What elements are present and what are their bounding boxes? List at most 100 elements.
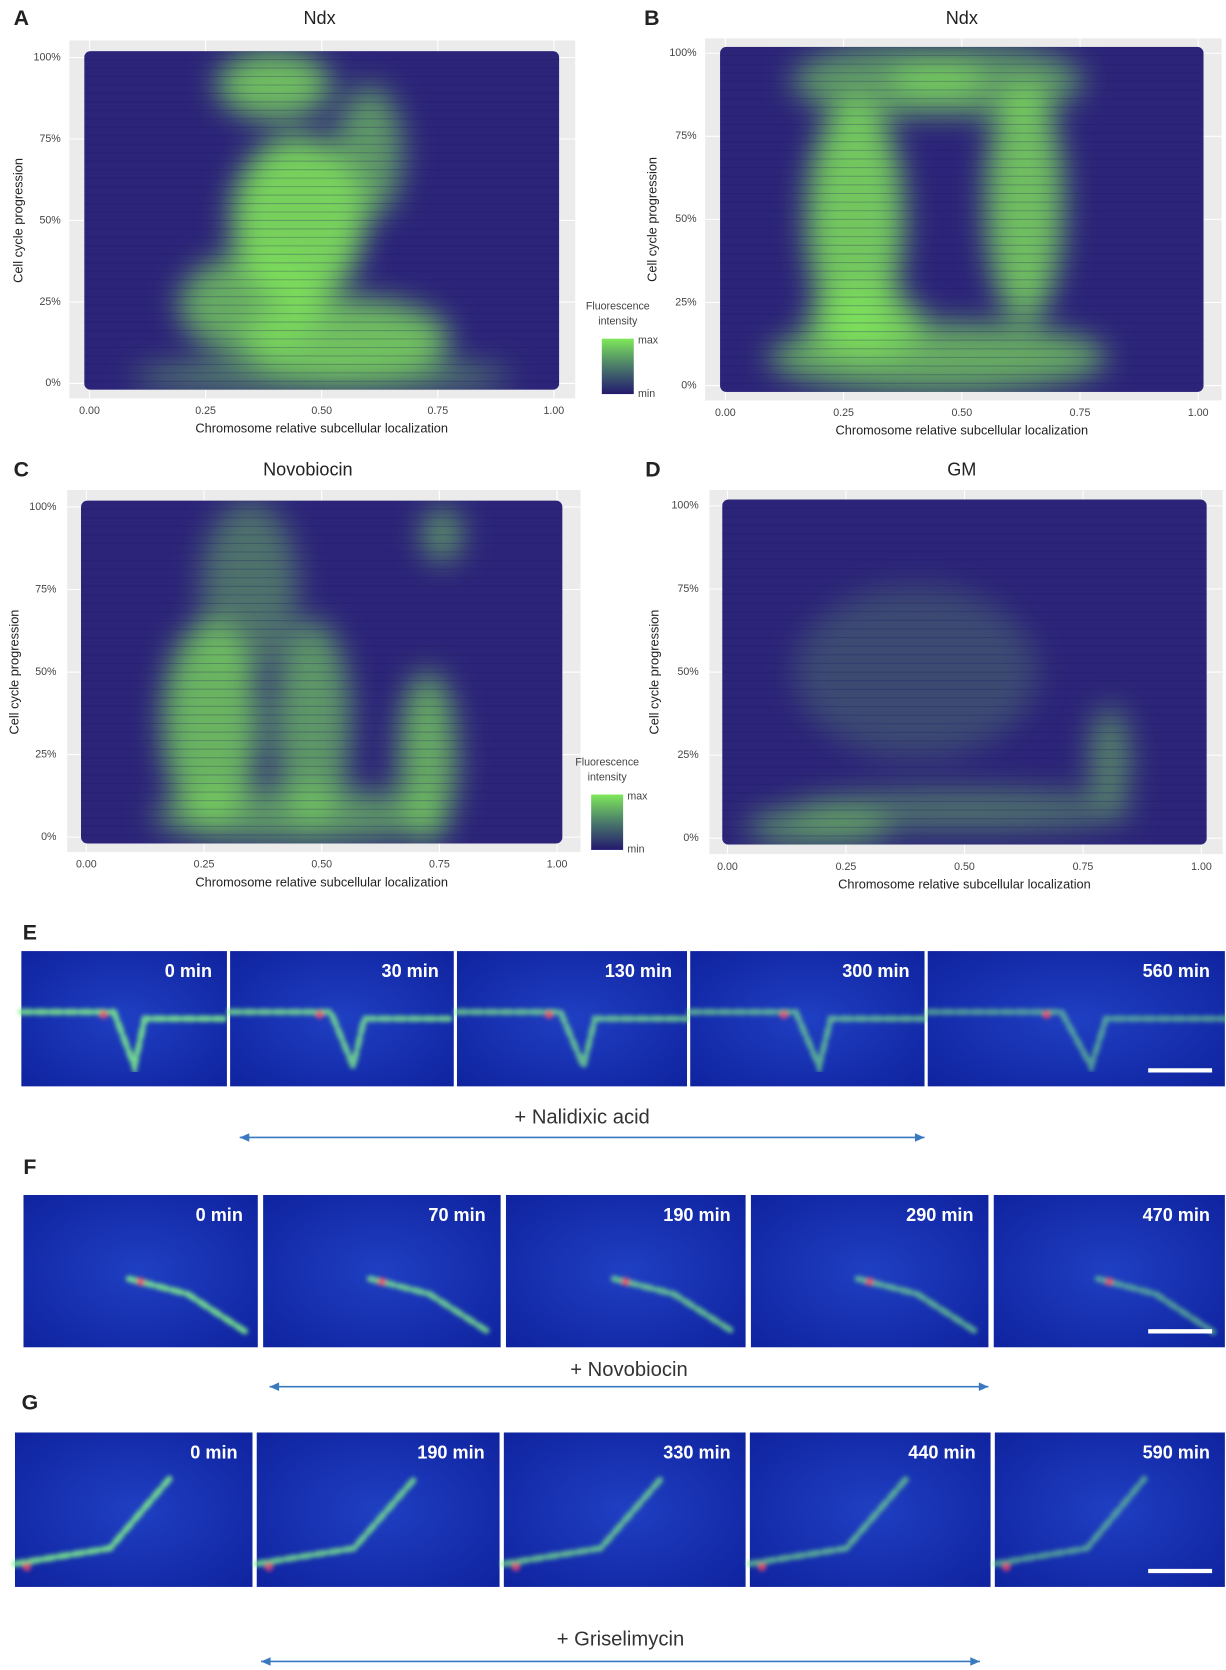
heatmap-glow: [746, 585, 1135, 845]
y-tick-label: 100%: [34, 51, 62, 63]
cell-chain: [11, 1475, 173, 1572]
chart-title: Ndx: [303, 8, 335, 28]
cell-chain: [366, 1275, 492, 1336]
micrograph: [505, 1194, 746, 1348]
time-label: 0 min: [165, 961, 212, 981]
x-axis-label: Chromosome relative subcellular localiza…: [195, 874, 448, 889]
heatmap-panel: 0.00 0.25 0.50 0.75 1.00 0% 25% 50% 75% 100% Chrom…: [11, 6, 659, 436]
legend-min: min: [638, 388, 655, 400]
red-focus: [621, 1277, 631, 1287]
y-tick-label: 50%: [39, 214, 61, 226]
red-focus: [511, 1562, 521, 1572]
cell: [854, 1275, 980, 1336]
cell: [746, 1475, 910, 1567]
red-focus: [264, 1562, 274, 1572]
x-tick-label: 0.00: [76, 859, 97, 871]
heatmap-panel: 0.00 0.25 0.50 0.75 1.00 0% 25% 50% 75% 100% Chrom…: [644, 6, 1222, 438]
intensity-blob: [162, 620, 260, 827]
cell-chain: [1094, 1275, 1217, 1336]
x-axis-label: Chromosome relative subcellular localiza…: [836, 423, 1089, 438]
red-focus: [136, 1277, 145, 1287]
micrograph-row: F 0 min 70 min 190 min 290 min 470 min + Novob…: [23, 1155, 1225, 1391]
time-label: 330 min: [663, 1443, 730, 1463]
x-tick-label: 1.00: [1191, 861, 1212, 873]
x-axis-label: Chromosome relative subcellular localiza…: [195, 421, 448, 436]
x-tick-label: 0.25: [833, 407, 854, 419]
x-tick-label: 0.75: [427, 405, 448, 417]
intensity-blob: [807, 98, 904, 341]
heatmap: [84, 51, 560, 390]
micrograph-row: E 0 min 30 min 130 min 300 min 560 min + Nalid…: [18, 921, 1226, 1142]
chart-title: GM: [947, 460, 976, 480]
panel-letter: G: [22, 1390, 39, 1414]
intensity-blob: [794, 585, 1038, 759]
x-tick-label: 0.00: [717, 861, 738, 873]
intensity-blob: [179, 254, 322, 356]
intensity-blob: [201, 500, 298, 673]
time-label: 30 min: [382, 961, 439, 981]
x-tick-label: 0.25: [836, 861, 857, 873]
time-label: 130 min: [605, 961, 672, 981]
micrograph: [23, 1194, 258, 1348]
x-tick-label: 1.00: [1188, 407, 1209, 419]
y-axis-label: Cell cycle progression: [6, 610, 21, 735]
cell: [500, 1475, 665, 1567]
y-tick-label: 25%: [39, 296, 61, 308]
y-tick-label: 0%: [45, 377, 61, 389]
intensity-blob: [889, 46, 1083, 116]
y-tick-label: 100%: [29, 501, 57, 513]
cell: [226, 1008, 457, 1077]
legend-title: intensity: [598, 315, 638, 327]
time-label: 190 min: [663, 1205, 730, 1225]
red-focus: [1105, 1277, 1114, 1287]
cell: [991, 1475, 1148, 1567]
intensity-blob: [422, 507, 462, 563]
time-label: 590 min: [1143, 1443, 1210, 1463]
micrograph: [750, 1194, 989, 1348]
panel-letter: C: [14, 457, 29, 481]
micrograph: [503, 1432, 746, 1587]
red-focus: [779, 1010, 789, 1019]
panel-letter: F: [23, 1155, 36, 1179]
red-focus: [1002, 1562, 1011, 1572]
cell: [18, 1008, 231, 1078]
cell-chain: [687, 1008, 928, 1077]
heatmap-panel: 0.00 0.25 0.50 0.75 1.00 0% 25% 50% 75% 100% Chrom…: [6, 457, 648, 889]
x-tick-label: 0.25: [195, 405, 216, 417]
panel-letter: B: [644, 6, 659, 30]
micrograph: [14, 1432, 253, 1587]
cell: [610, 1275, 737, 1336]
intensity-blob: [153, 788, 443, 844]
heatmap-glow: [131, 51, 512, 390]
chart-title: Ndx: [946, 8, 978, 28]
y-tick-label: 50%: [675, 213, 697, 225]
legend-max: max: [627, 790, 648, 802]
colorbar: [601, 338, 634, 395]
red-focus: [99, 1010, 108, 1019]
x-tick-label: 0.25: [194, 859, 215, 871]
panel-letter: D: [645, 457, 660, 481]
red-focus: [22, 1562, 32, 1572]
cell-chain: [991, 1475, 1148, 1572]
intensity-blob: [217, 51, 332, 119]
heatmap: [81, 500, 563, 844]
chart-title: Novobiocin: [263, 460, 353, 480]
y-tick-label: 75%: [677, 583, 699, 595]
legend-min: min: [627, 844, 644, 856]
cell: [453, 1008, 691, 1077]
micrograph: [256, 1432, 500, 1587]
time-label: 560 min: [1143, 961, 1210, 981]
legend-max: max: [638, 335, 659, 347]
x-tick-label: 1.00: [544, 405, 565, 417]
panel-letter: A: [14, 6, 29, 30]
y-tick-label: 0%: [41, 831, 57, 843]
intensity-blob: [335, 84, 403, 221]
intensity-blob: [807, 288, 924, 358]
time-label: 470 min: [1143, 1205, 1210, 1225]
treatment-label: + Nalidixic acid: [514, 1107, 649, 1129]
time-label: 70 min: [428, 1205, 485, 1225]
x-tick-label: 0.50: [951, 407, 972, 419]
cell-chain: [610, 1275, 737, 1336]
heatmap: [722, 499, 1207, 845]
intensity-blob: [794, 789, 1135, 831]
